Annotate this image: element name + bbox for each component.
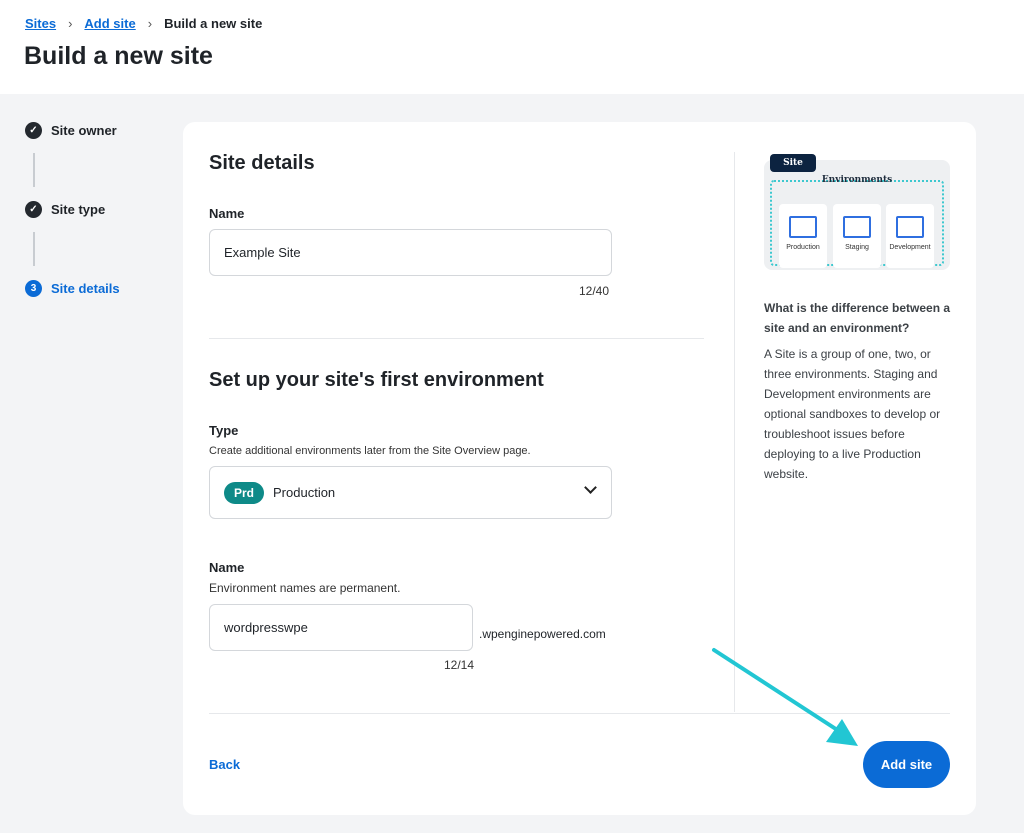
step-site-details: 3 Site details	[25, 280, 120, 297]
env-development: Development	[886, 204, 934, 268]
divider	[734, 152, 735, 712]
chevron-right-icon: ›	[147, 16, 153, 31]
environments-label: Environments	[821, 175, 893, 185]
env-name-label: Name	[209, 560, 245, 575]
breadcrumb-add-site[interactable]: Add site	[84, 16, 136, 31]
page-title: Build a new site	[24, 42, 213, 70]
step-site-owner: ✓ Site owner	[25, 122, 117, 139]
type-label: Type	[209, 423, 239, 438]
check-icon: ✓	[25, 201, 42, 218]
step-site-type: ✓ Site type	[25, 201, 105, 218]
environment-type-select[interactable]: Prd Production	[209, 466, 612, 519]
site-name-count: 12/40	[579, 284, 610, 298]
browser-icon	[896, 216, 924, 238]
back-button[interactable]: Back	[209, 757, 241, 772]
step-connector	[33, 232, 35, 266]
site-tag: Site	[770, 154, 816, 172]
check-icon: ✓	[25, 122, 42, 139]
divider	[209, 713, 950, 714]
step-label: Site owner	[51, 123, 117, 138]
domain-suffix: .wpenginepowered.com	[479, 627, 606, 641]
type-hint: Create additional environments later fro…	[209, 445, 531, 457]
site-details-title: Site details	[209, 152, 315, 174]
step-number: 3	[25, 280, 42, 297]
site-name-input[interactable]: Example Site	[209, 229, 612, 276]
breadcrumb: Sites › Add site › Build a new site	[25, 16, 262, 31]
form-card: Site details Name Example Site 12/40 Set…	[183, 122, 976, 815]
browser-icon	[843, 216, 871, 238]
env-staging: Staging	[833, 204, 881, 268]
env-name-hint: Environment names are permanent.	[209, 581, 401, 595]
step-label: Site type	[51, 202, 106, 217]
add-site-button[interactable]: Add site	[863, 741, 950, 788]
step-connector	[33, 153, 35, 187]
header: Sites › Add site › Build a new site Build …	[0, 0, 1024, 94]
breadcrumb-sites[interactable]: Sites	[25, 16, 57, 31]
step-label: Site details	[51, 281, 120, 296]
help-title: What is the difference between a site an…	[764, 301, 951, 335]
env-name-input[interactable]: wordpresswpe	[209, 604, 473, 651]
name-label: Name	[209, 206, 245, 221]
help-body: A Site is a group of one, two, or three …	[764, 347, 941, 481]
breadcrumb-current: Build a new site	[164, 16, 263, 31]
env-name-count: 12/14	[444, 658, 475, 672]
browser-icon	[789, 216, 817, 238]
environment-title: Set up your site's first environment	[209, 369, 544, 391]
env-badge: Prd	[224, 481, 265, 504]
environments-illustration: Site Environments Production Staging Dev…	[764, 154, 950, 270]
env-type-value: Production	[273, 485, 336, 500]
divider	[209, 338, 704, 339]
env-production: Production	[779, 204, 827, 268]
chevron-right-icon: ›	[68, 16, 73, 31]
